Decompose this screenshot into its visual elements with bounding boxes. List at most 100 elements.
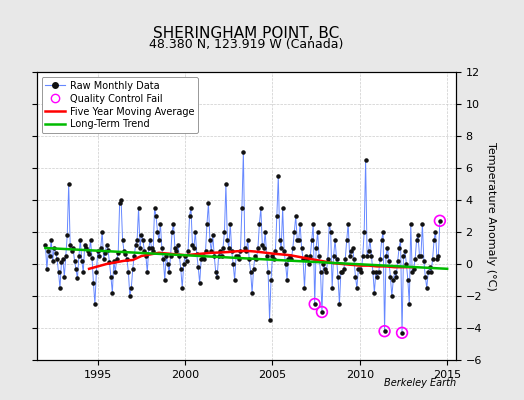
Point — [341, 256, 350, 262]
Point — [120, 248, 128, 254]
Point — [113, 256, 121, 262]
Point — [258, 242, 267, 248]
Point — [212, 269, 220, 275]
Point — [388, 293, 396, 299]
Point — [154, 229, 162, 235]
Point — [272, 213, 281, 219]
Point — [241, 245, 249, 251]
Point — [180, 261, 188, 267]
Point — [385, 258, 393, 264]
Point — [229, 261, 237, 267]
Point — [152, 213, 160, 219]
Point — [82, 245, 90, 251]
Point — [199, 253, 207, 259]
Point — [294, 237, 303, 243]
Point — [94, 248, 102, 254]
Point — [156, 221, 165, 227]
Point — [434, 253, 443, 259]
Point — [121, 251, 129, 258]
Point — [66, 242, 74, 248]
Point — [239, 149, 247, 155]
Point — [96, 245, 105, 251]
Y-axis label: Temperature Anomaly (°C): Temperature Anomaly (°C) — [486, 142, 496, 290]
Point — [235, 256, 243, 262]
Point — [217, 253, 226, 259]
Point — [223, 237, 232, 243]
Point — [249, 266, 258, 272]
Point — [343, 237, 351, 243]
Point — [194, 264, 202, 270]
Point — [63, 232, 71, 238]
Point — [92, 269, 101, 275]
Point — [184, 248, 192, 254]
Point — [191, 229, 200, 235]
Point — [245, 256, 254, 262]
Point — [175, 253, 183, 259]
Point — [383, 245, 391, 251]
Point — [344, 221, 352, 227]
Point — [433, 256, 441, 262]
Point — [309, 221, 318, 227]
Point — [424, 269, 432, 275]
Point — [117, 197, 125, 203]
Point — [363, 253, 372, 259]
Point — [277, 245, 286, 251]
Point — [150, 205, 159, 211]
Point — [257, 205, 265, 211]
Point — [165, 269, 173, 275]
Point — [139, 237, 147, 243]
Point — [312, 245, 320, 251]
Point — [386, 274, 395, 280]
Point — [64, 181, 73, 187]
Point — [98, 229, 106, 235]
Point — [124, 269, 133, 275]
Point — [321, 266, 329, 272]
Point — [187, 205, 195, 211]
Point — [251, 253, 259, 259]
Point — [264, 269, 272, 275]
Point — [285, 256, 293, 262]
Point — [431, 229, 440, 235]
Point — [311, 301, 319, 307]
Text: 48.380 N, 123.919 W (Canada): 48.380 N, 123.919 W (Canada) — [149, 38, 343, 51]
Point — [47, 237, 56, 243]
Point — [201, 248, 210, 254]
Point — [306, 253, 314, 259]
Point — [267, 277, 275, 283]
Point — [270, 256, 278, 262]
Point — [115, 200, 124, 206]
Point — [132, 242, 140, 248]
Point — [68, 248, 76, 254]
Point — [163, 261, 172, 267]
Point — [181, 253, 189, 259]
Point — [356, 266, 364, 272]
Point — [376, 256, 385, 262]
Point — [335, 301, 344, 307]
Point — [123, 256, 131, 262]
Point — [178, 285, 187, 291]
Point — [137, 232, 146, 238]
Point — [367, 253, 376, 259]
Point — [372, 269, 380, 275]
Point — [402, 261, 411, 267]
Point — [169, 221, 178, 227]
Point — [418, 221, 427, 227]
Point — [242, 248, 250, 254]
Point — [360, 229, 368, 235]
Point — [325, 221, 333, 227]
Point — [300, 285, 309, 291]
Point — [303, 256, 312, 262]
Point — [286, 253, 294, 259]
Point — [334, 274, 342, 280]
Point — [126, 293, 134, 299]
Point — [219, 245, 227, 251]
Point — [162, 253, 170, 259]
Point — [331, 237, 339, 243]
Point — [225, 245, 233, 251]
Point — [76, 237, 84, 243]
Point — [78, 258, 86, 264]
Point — [46, 253, 54, 259]
Point — [81, 242, 89, 248]
Point — [133, 237, 141, 243]
Point — [407, 221, 415, 227]
